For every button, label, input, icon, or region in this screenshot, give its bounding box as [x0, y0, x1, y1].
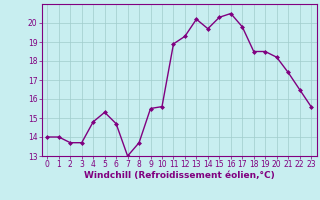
X-axis label: Windchill (Refroidissement éolien,°C): Windchill (Refroidissement éolien,°C) — [84, 171, 275, 180]
